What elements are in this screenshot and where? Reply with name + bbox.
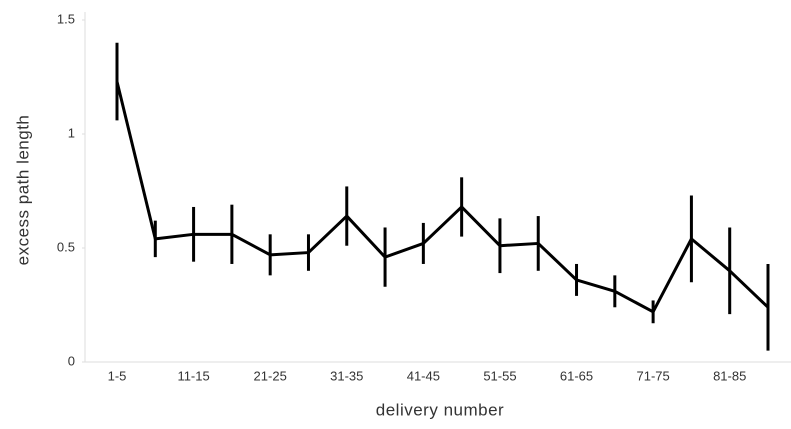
- x-tick-label: 11-15: [177, 368, 209, 383]
- x-tick-label: 31-35: [330, 368, 363, 383]
- y-tick-label: 0.5: [57, 239, 75, 254]
- x-tick-label: 61-65: [560, 368, 593, 383]
- x-tick-label: 81-85: [713, 368, 746, 383]
- y-axis-title: excess path length: [13, 115, 32, 266]
- y-tick-label: 0: [68, 353, 75, 368]
- y-tick-label: 1: [68, 125, 75, 140]
- x-tick-label: 41-45: [407, 368, 440, 383]
- x-tick-label: 51-55: [483, 368, 516, 383]
- line: [115, 81, 770, 314]
- x-tick-label: 21-25: [254, 368, 287, 383]
- x-axis-title: delivery number: [376, 400, 504, 419]
- x-tick-label: 71-75: [636, 368, 669, 383]
- y-tick-label: 1.5: [57, 11, 75, 26]
- x-tick-label: 1-5: [108, 368, 127, 383]
